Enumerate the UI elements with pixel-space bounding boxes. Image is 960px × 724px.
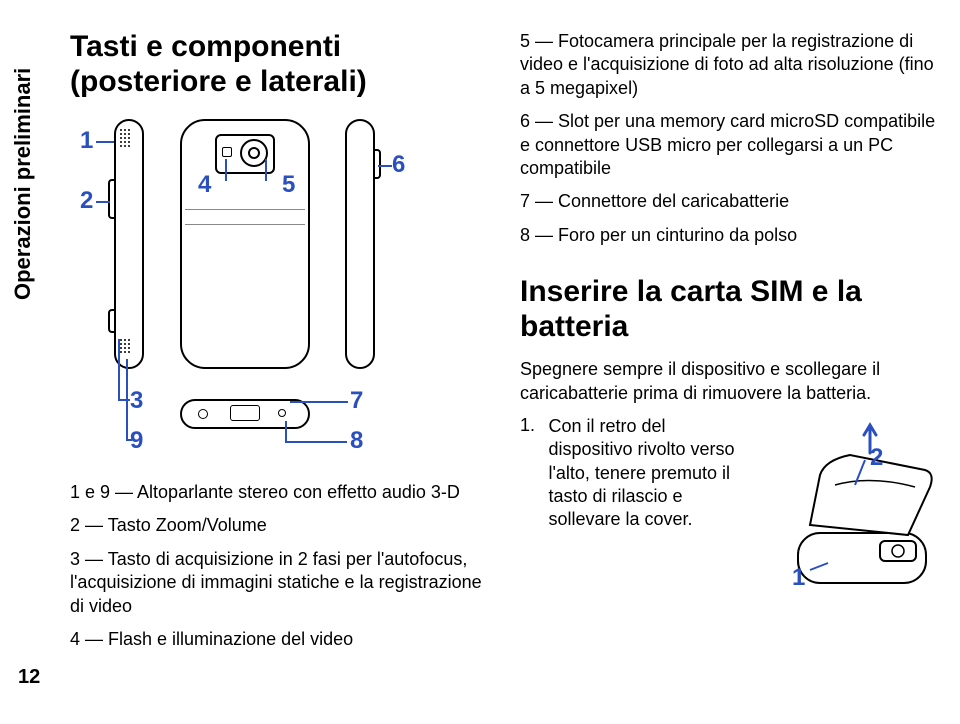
right-column: 5 — Fotocamera principale per la registr… [520,30,940,605]
cover-diagram: 2 1 [780,415,940,605]
diagram-label-3: 3 [130,387,143,415]
diagram-label-7: 7 [350,387,363,415]
step-number: 1. [520,415,544,436]
legend-item: 7 — Connettore del caricabatterie [520,190,940,213]
diagram-label-6: 6 [392,151,405,179]
legend-item: 8 — Foro per un cinturino da polso [520,224,940,247]
intro-text: Spegnere sempre il dispositivo e scolleg… [520,358,940,405]
step-diagram-label-1: 1 [792,564,805,591]
diagram-label-1: 1 [80,127,93,155]
left-title: Tasti e componenti (posteriore e lateral… [70,30,500,99]
legend-item: 2 — Tasto Zoom/Volume [70,514,500,537]
legend-item: 4 — Flash e illuminazione del video [70,628,500,651]
step-diagram-label-2: 2 [870,444,883,471]
legend-item: 6 — Slot per una memory card microSD com… [520,110,940,180]
diagram-label-9: 9 [130,427,143,455]
step-1: 2 1 1. Con il retro del dispositivo rivo… [520,415,940,605]
page-number: 12 [18,666,40,689]
step-text: Con il retro del dispositivo rivolto ver… [548,415,748,532]
phone-diagram: 1 2 3 9 4 5 6 7 8 [70,109,490,469]
right-title: Inserire la carta SIM e la batteria [520,275,940,344]
sidebar-tab: Operazioni preliminari [0,30,50,310]
diagram-label-4: 4 [198,171,211,199]
diagram-label-2: 2 [80,187,93,215]
left-column: Tasti e componenti (posteriore e lateral… [70,30,500,661]
legend-item: 5 — Fotocamera principale per la registr… [520,30,940,100]
legend-item: 1 e 9 — Altoparlante stereo con effetto … [70,481,500,504]
legend-item: 3 — Tasto di acquisizione in 2 fasi per … [70,548,500,618]
diagram-label-8: 8 [350,427,363,455]
diagram-label-5: 5 [282,171,295,199]
